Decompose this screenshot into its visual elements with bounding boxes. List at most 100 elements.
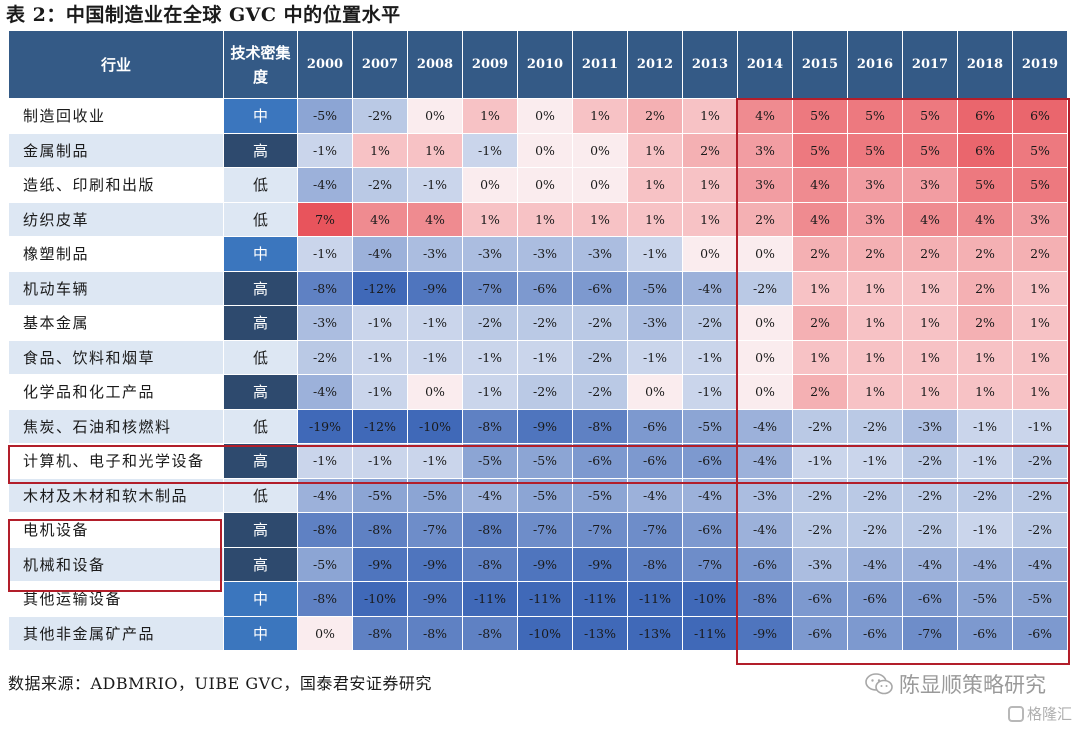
value-cell: -7%	[627, 512, 683, 548]
value-cell: -8%	[627, 546, 683, 582]
industry-name: 金属制品	[8, 132, 224, 168]
source-note: 数据来源：ADBMRIO，UIBE GVC，国泰君安证券研究	[8, 674, 432, 693]
value-cell: -2%	[902, 443, 958, 479]
value-cell: 1%	[682, 167, 738, 203]
value-cell: -1%	[957, 443, 1013, 479]
value-cell: -2%	[682, 305, 738, 341]
value-cell: -5%	[627, 270, 683, 306]
value-cell: -9%	[737, 615, 793, 651]
value-cell: 0%	[517, 167, 573, 203]
value-cell: -6%	[847, 615, 903, 651]
value-cell: 5%	[1012, 132, 1068, 168]
watermark-2: 格隆汇	[1007, 703, 1072, 725]
value-cell: -1%	[297, 132, 353, 168]
value-cell: -11%	[682, 615, 738, 651]
industry-name: 机动车辆	[8, 270, 224, 306]
value-cell: -2%	[572, 374, 628, 410]
value-cell: -2%	[462, 305, 518, 341]
value-cell: 1%	[957, 374, 1013, 410]
value-cell: 1%	[1012, 339, 1068, 375]
header-year-2000: 2000	[297, 30, 353, 99]
value-cell: -3%	[737, 477, 793, 513]
value-cell: -2%	[297, 339, 353, 375]
value-cell: -3%	[792, 546, 848, 582]
value-cell: 1%	[847, 270, 903, 306]
industry-name: 纺织皮革	[8, 201, 224, 237]
value-cell: -9%	[517, 408, 573, 444]
value-cell: 3%	[737, 167, 793, 203]
value-cell: 1%	[627, 132, 683, 168]
value-cell: -7%	[572, 512, 628, 548]
value-cell: 1%	[1012, 305, 1068, 341]
value-cell: 4%	[352, 201, 408, 237]
gelonghui-icon	[1007, 706, 1024, 722]
industry-name: 计算机、电子和光学设备	[8, 443, 224, 479]
watermark: 陈显顺策略研究	[865, 671, 1046, 699]
gvc-table-container: 行业 技术密集度 2000 2007 2008 2009 2010 2011 2012 201…	[8, 30, 1068, 651]
value-cell: -4%	[297, 477, 353, 513]
header-year-2007: 2007	[352, 30, 408, 99]
value-cell: -8%	[462, 615, 518, 651]
value-cell: -1%	[792, 443, 848, 479]
value-cell: -11%	[462, 581, 518, 617]
value-cell: -6%	[902, 581, 958, 617]
value-cell: 1%	[902, 270, 958, 306]
value-cell: -9%	[407, 270, 463, 306]
value-cell: 2%	[737, 201, 793, 237]
value-cell: -3%	[462, 236, 518, 272]
table-row: 制造回收业中 -5% -2% 0% 1% 0% 1% 2% 1% 4% 5% 5% 5% 6% 6%	[8, 98, 1068, 134]
value-cell: 5%	[1012, 167, 1068, 203]
value-cell: 1%	[847, 374, 903, 410]
value-cell: -3%	[297, 305, 353, 341]
value-cell: -4%	[1012, 546, 1068, 582]
value-cell: -4%	[462, 477, 518, 513]
value-cell: 2%	[627, 98, 683, 134]
header-year-2015: 2015	[792, 30, 848, 99]
value-cell: -3%	[517, 236, 573, 272]
value-cell: 0%	[627, 374, 683, 410]
table-row: 机动车辆高 -8% -12% -9% -7% -6% -6% -5% -4% -2% 1% 1% 1% 2…	[8, 270, 1068, 306]
value-cell: 2%	[682, 132, 738, 168]
header-year-2008: 2008	[407, 30, 463, 99]
value-cell: 2%	[957, 270, 1013, 306]
intensity-cell: 低	[223, 339, 298, 375]
intensity-cell: 中	[223, 581, 298, 617]
value-cell: -1%	[407, 339, 463, 375]
value-cell: -3%	[572, 236, 628, 272]
value-cell: -5%	[1012, 581, 1068, 617]
value-cell: -6%	[572, 443, 628, 479]
value-cell: -1%	[297, 236, 353, 272]
value-cell: -2%	[902, 512, 958, 548]
table-row: 其他非金属矿产品中 0% -8% -8% -8% -10% -13% -13% -11% -9% -…	[8, 615, 1068, 651]
value-cell: -6%	[737, 546, 793, 582]
value-cell: -1%	[352, 374, 408, 410]
header-row: 行业 技术密集度 2000 2007 2008 2009 2010 2011 2012 201…	[8, 30, 1068, 99]
value-cell: -1%	[462, 132, 518, 168]
value-cell: -4%	[737, 443, 793, 479]
value-cell: -4%	[847, 546, 903, 582]
value-cell: -1%	[407, 443, 463, 479]
value-cell: -2%	[847, 408, 903, 444]
value-cell: -5%	[462, 443, 518, 479]
value-cell: 3%	[847, 201, 903, 237]
value-cell: 3%	[1012, 201, 1068, 237]
industry-name: 制造回收业	[8, 98, 224, 134]
value-cell: -5%	[682, 408, 738, 444]
table-row: 计算机、电子和光学设备高 -1% -1% -1% -5% -5% -6% -6% -6% -4% -…	[8, 443, 1068, 479]
value-cell: -5%	[297, 546, 353, 582]
table-row: 电机设备高 -8% -8% -7% -8% -7% -7% -7% -6% -4% -2% -2% -2…	[8, 512, 1068, 548]
value-cell: -2%	[517, 305, 573, 341]
value-cell: -6%	[1012, 615, 1068, 651]
value-cell: 5%	[902, 98, 958, 134]
value-cell: 5%	[902, 132, 958, 168]
value-cell: 0%	[572, 167, 628, 203]
value-cell: -5%	[517, 443, 573, 479]
value-cell: -2%	[847, 477, 903, 513]
value-cell: 1%	[902, 374, 958, 410]
value-cell: 4%	[792, 167, 848, 203]
value-cell: -4%	[297, 167, 353, 203]
header-year-2013: 2013	[682, 30, 738, 99]
industry-name: 橡塑制品	[8, 236, 224, 272]
value-cell: -4%	[737, 512, 793, 548]
value-cell: -6%	[627, 443, 683, 479]
